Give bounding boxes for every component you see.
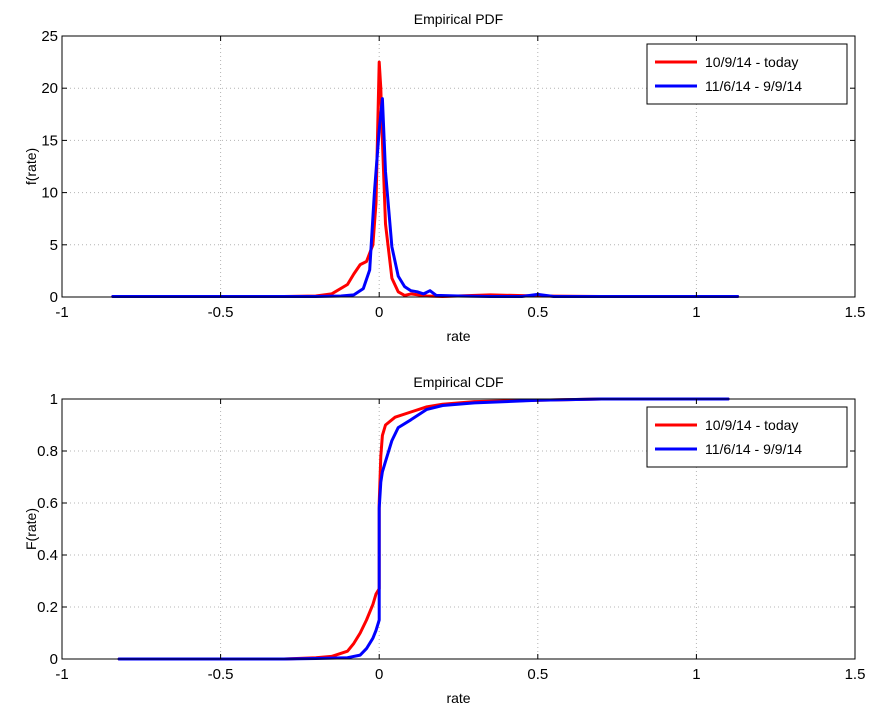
pdf-y-tick-label: 20 — [41, 80, 58, 97]
pdf-x-tick-label: -0.5 — [208, 304, 234, 321]
pdf-ticks: -1 -0.5 0 0.5 1 1.5 0 5 10 15 20 25 — [41, 28, 865, 321]
cdf-series-line-2 — [117, 397, 730, 661]
cdf-x-tick-label: -0.5 — [208, 666, 234, 683]
pdf-grid — [62, 36, 855, 297]
pdf-legend-box — [646, 43, 848, 105]
cdf-legend-label-2: 11/6/14 - 9/9/14 — [705, 441, 802, 457]
cdf-x-tick-label: 0 — [375, 666, 383, 683]
cdf-title: Empirical CDF — [413, 374, 503, 390]
cdf-legend: 10/9/14 - today 11/6/14 - 9/9/14 — [646, 406, 848, 468]
cdf-y-tick-label: 0 — [50, 651, 58, 668]
cdf-y-tick-label: 0.4 — [37, 547, 58, 564]
cdf-legend-box — [646, 406, 848, 468]
pdf-axes-frame — [61, 35, 856, 298]
pdf-legend: 10/9/14 - today 11/6/14 - 9/9/14 — [646, 43, 848, 105]
cdf-axes-frame — [61, 398, 856, 660]
pdf-x-tick-label: 0 — [375, 304, 383, 321]
cdf-x-tick-label: 1 — [692, 666, 700, 683]
cdf-y-axis-label: F(rate) — [23, 508, 39, 550]
pdf-y-axis-label: f(rate) — [23, 148, 39, 185]
pdf-legend-label-1: 10/9/14 - today — [705, 54, 798, 70]
pdf-x-tick-label: 1.5 — [845, 304, 866, 321]
cdf-x-tick-label: -1 — [55, 666, 68, 683]
pdf-legend-label-2: 11/6/14 - 9/9/14 — [705, 78, 802, 94]
pdf-series-group — [111, 60, 740, 298]
pdf-y-tick-label: 10 — [41, 185, 58, 202]
cdf-series-group — [117, 397, 730, 661]
pdf-x-axis-label: rate — [446, 328, 470, 344]
cdf-x-tick-label: 0.5 — [527, 666, 548, 683]
cdf-ticks: -1 -0.5 0 0.5 1 1.5 0 0.2 0.4 0.6 0.8 1 — [37, 391, 865, 683]
cdf-x-tick-label: 1.5 — [845, 666, 866, 683]
pdf-x-tick-label: 1 — [692, 304, 700, 321]
cdf-axes: -1 -0.5 0 0.5 1 1.5 0 0.2 0.4 0.6 0.8 1 Empirical C… — [23, 374, 865, 706]
cdf-x-axis-label: rate — [446, 690, 470, 706]
pdf-y-tick-label: 5 — [50, 237, 58, 254]
pdf-x-tick-label: -1 — [55, 304, 68, 321]
pdf-y-tick-label: 15 — [41, 132, 58, 149]
pdf-x-tick-label: 0.5 — [527, 304, 548, 321]
cdf-y-tick-label: 0.8 — [37, 443, 58, 460]
cdf-y-tick-label: 0.6 — [37, 495, 58, 512]
cdf-y-tick-label: 1 — [50, 391, 58, 408]
pdf-y-tick-label: 0 — [50, 289, 58, 306]
cdf-y-tick-label: 0.2 — [37, 599, 58, 616]
pdf-title: Empirical PDF — [414, 11, 503, 27]
cdf-legend-label-1: 10/9/14 - today — [705, 417, 798, 433]
pdf-axes: -1 -0.5 0 0.5 1 1.5 0 5 10 15 20 25 Empirical PDF r… — [23, 11, 865, 344]
pdf-series-line-2 — [111, 97, 740, 298]
pdf-y-tick-label: 25 — [41, 28, 58, 45]
